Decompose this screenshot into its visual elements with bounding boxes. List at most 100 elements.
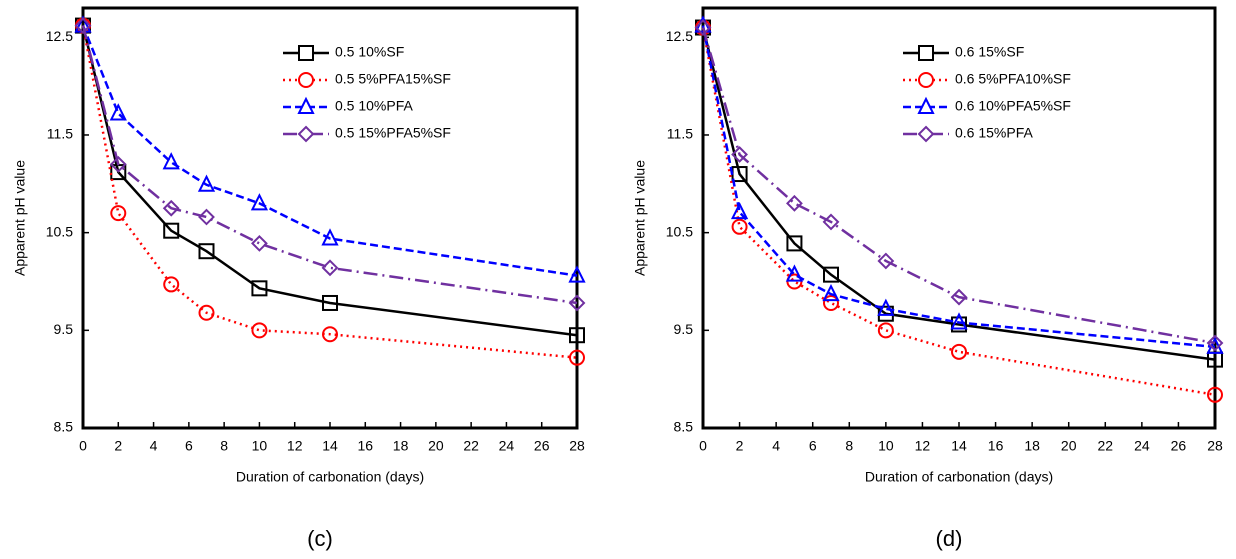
y-tick-label: 9.5	[54, 321, 74, 337]
marker	[198, 208, 215, 226]
x-tick-label: 12	[287, 438, 303, 454]
series-line	[81, 25, 578, 359]
y-tick-label: 8.5	[674, 419, 694, 435]
series-line	[81, 25, 578, 305]
series-line	[701, 27, 1216, 345]
x-tick-label: 16	[988, 438, 1004, 454]
marker	[731, 218, 748, 235]
legend-marker	[297, 96, 315, 114]
series-line	[701, 25, 1216, 349]
x-tick-label: 10	[252, 438, 268, 454]
legend-label: 0.5 10%PFA	[335, 98, 413, 114]
y-axis-title: Apparent pH value	[12, 160, 28, 276]
marker	[877, 252, 895, 270]
marker	[730, 201, 749, 220]
legend-marker	[917, 96, 935, 114]
legend-marker	[917, 125, 935, 143]
legend-marker	[297, 125, 315, 143]
marker	[569, 327, 585, 344]
x-tick-label: 4	[772, 438, 780, 454]
plot-frame	[701, 6, 1217, 430]
x-tick-label: 12	[915, 438, 931, 454]
legend-marker	[918, 72, 934, 88]
marker	[823, 294, 839, 311]
x-tick-label: 22	[463, 438, 479, 454]
series-line	[81, 25, 578, 337]
y-tick-label: 12.5	[666, 28, 693, 44]
x-tick-label: 28	[1207, 438, 1223, 454]
marker	[198, 304, 215, 321]
marker	[950, 312, 968, 330]
marker	[163, 222, 180, 239]
x-tick-label: 28	[569, 438, 585, 454]
marker	[74, 17, 92, 34]
x-tick-label: 26	[534, 438, 550, 454]
marker	[322, 294, 338, 311]
series-line	[81, 25, 578, 277]
marker	[568, 265, 586, 283]
x-tick-label: 10	[878, 438, 894, 454]
marker	[321, 228, 339, 246]
panel-label: (c)	[307, 526, 333, 551]
x-tick-label: 24	[499, 438, 515, 454]
y-tick-label: 9.5	[674, 321, 694, 337]
x-tick-label: 20	[428, 438, 444, 454]
y-tick-label: 8.5	[54, 419, 74, 435]
legend-label: 0.6 10%PFA5%SF	[955, 98, 1071, 114]
legend-label: 0.5 15%PFA5%SF	[335, 125, 451, 141]
legend-marker	[298, 45, 314, 61]
x-tick-label: 0	[699, 438, 707, 454]
marker	[1206, 334, 1224, 352]
marker	[109, 155, 127, 173]
marker	[823, 266, 839, 283]
marker	[110, 205, 127, 222]
y-tick-label: 11.5	[667, 126, 693, 142]
marker	[251, 234, 268, 252]
legend-marker	[918, 45, 934, 61]
x-tick-label: 14	[322, 438, 338, 454]
marker	[822, 283, 840, 302]
marker	[322, 326, 338, 343]
marker	[822, 213, 840, 231]
x-tick-label: 4	[150, 438, 158, 454]
x-tick-label: 0	[79, 438, 87, 454]
x-tick-label: 20	[1061, 438, 1077, 454]
x-tick-label: 2	[114, 438, 122, 454]
x-tick-label: 2	[736, 438, 744, 454]
legend-label: 0.6 5%PFA10%SF	[955, 71, 1071, 87]
marker	[321, 259, 339, 277]
legend-marker	[298, 72, 314, 88]
marker	[109, 103, 127, 121]
x-tick-label: 6	[185, 438, 193, 454]
marker	[251, 322, 268, 339]
x-tick-label: 8	[845, 438, 853, 454]
marker	[694, 19, 712, 36]
x-tick-label: 22	[1097, 438, 1113, 454]
y-tick-label: 12.5	[46, 28, 73, 44]
marker	[950, 288, 968, 306]
legend-label: 0.6 15%SF	[955, 44, 1024, 60]
legend-label: 0.6 15%PFA	[955, 125, 1033, 141]
x-tick-label: 16	[357, 438, 373, 454]
y-tick-label: 10.5	[666, 223, 693, 239]
marker	[785, 264, 804, 282]
y-axis-title: Apparent pH value	[632, 160, 648, 276]
marker	[251, 280, 268, 297]
marker	[162, 152, 180, 170]
x-axis-title: Duration of carbonation (days)	[236, 469, 424, 485]
marker	[877, 322, 894, 339]
y-tick-label: 11.5	[47, 126, 73, 142]
marker	[197, 174, 216, 192]
marker	[568, 294, 586, 312]
x-tick-label: 18	[1024, 438, 1040, 454]
x-tick-label: 6	[809, 438, 817, 454]
marker	[250, 193, 269, 211]
marker	[569, 349, 585, 366]
marker	[1207, 386, 1223, 403]
series-line	[701, 27, 1216, 361]
legend-label: 0.5 10%SF	[335, 44, 404, 60]
marker	[786, 194, 803, 212]
x-tick-label: 14	[951, 438, 967, 454]
marker	[951, 316, 967, 333]
